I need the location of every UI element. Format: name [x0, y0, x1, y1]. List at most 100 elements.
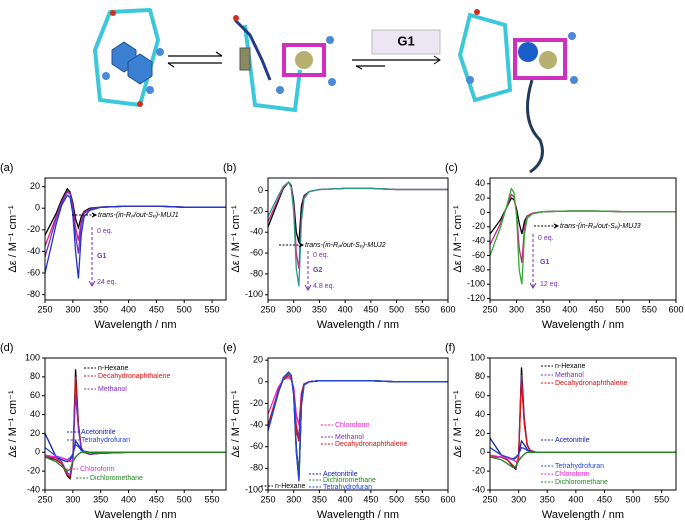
- y-tick-label: -20: [472, 466, 485, 476]
- series-label: Chloroform: [335, 422, 370, 429]
- annotation: trans-(in-Rₚ/out-Sₚ)-MUJ3: [560, 223, 641, 230]
- reagent-label: G1: [397, 33, 414, 48]
- y-tick-label: -20: [250, 206, 263, 216]
- curve: [45, 451, 226, 472]
- x-tick-label: 400: [121, 304, 136, 314]
- y-tick-label: -20: [27, 224, 40, 234]
- curve: [45, 191, 226, 257]
- y-tick-label: -40: [472, 484, 485, 494]
- curve: [490, 451, 676, 469]
- reaction-arrow: G1: [352, 29, 441, 70]
- y-tick-label: 100: [25, 352, 40, 362]
- series-label: Acetonitrile: [81, 429, 116, 436]
- y-tick-label: 0: [480, 447, 485, 457]
- curves: [45, 369, 226, 481]
- x-tick-label: 400: [338, 494, 353, 504]
- arrow-head: [304, 284, 312, 291]
- y-tick-label: -120: [467, 293, 485, 303]
- x-tick-label: 500: [177, 304, 192, 314]
- series-label: Acetonitrile: [323, 471, 358, 478]
- y-tick-label: -40: [250, 419, 263, 429]
- series-label: Decahydronaphthalene: [555, 380, 627, 387]
- y-tick-label: -40: [250, 227, 263, 237]
- x-tick-label: 450: [589, 304, 604, 314]
- x-axis-label: Wavelength / nm: [94, 319, 176, 331]
- y-tick-label: -80: [250, 268, 263, 278]
- panel-label: (c): [445, 162, 458, 174]
- y-tick-label: 40: [30, 409, 40, 419]
- x-tick-label: 600: [440, 494, 455, 504]
- series-label: Chloroform: [555, 471, 590, 478]
- arrow-head: [529, 282, 537, 289]
- series-label: Decahydronaphthalene: [335, 441, 407, 448]
- arrow-head: [91, 212, 98, 218]
- x-tick-label: 550: [205, 494, 220, 504]
- x-axis-label: Wavelength / nm: [542, 509, 624, 520]
- y-tick-label: 80: [475, 371, 485, 381]
- y-tick-label: -20: [250, 398, 263, 408]
- y-tick-label: -80: [472, 264, 485, 274]
- x-tick-label: 350: [93, 304, 108, 314]
- series-label: Chloroform: [80, 466, 115, 473]
- curves: [268, 371, 448, 482]
- plot-frame: [489, 357, 677, 491]
- x-tick-label: 450: [149, 494, 164, 504]
- panel: (e) Wavelength / nm Δε / M⁻¹ cm⁻¹ 250 300 350…: [223, 342, 456, 520]
- series-label: Tetrahydrofuran: [81, 437, 130, 444]
- annotation: trans-(in-Rₚ/out-Sₚ)-MUJ1: [98, 212, 179, 219]
- x-tick-label: 400: [562, 304, 577, 314]
- annotation: G1: [97, 253, 106, 260]
- x-tick-label: 500: [615, 304, 630, 314]
- y-axis-label: Δε / M⁻¹ cm⁻¹: [230, 390, 242, 458]
- x-tick-label: 250: [482, 304, 497, 314]
- panel-label: (a): [0, 162, 13, 174]
- scheme: G1: [93, 8, 578, 174]
- y-tick-label: -80: [27, 289, 40, 299]
- arrow-head: [298, 242, 305, 248]
- annotation: 0 eq.: [313, 252, 329, 259]
- x-tick-label: 550: [205, 304, 220, 314]
- y-tick-label: 20: [253, 355, 263, 365]
- x-tick-label: 450: [149, 304, 164, 314]
- panel: (b) Wavelength / nm Δε / M⁻¹ cm⁻¹ 250 300 350…: [223, 162, 456, 331]
- y-tick-label: -100: [245, 289, 263, 299]
- y-tick-label: -100: [467, 279, 485, 289]
- y-tick-label: 60: [30, 390, 40, 400]
- y-tick-label: -80: [250, 463, 263, 473]
- curves: [268, 181, 448, 287]
- annotation: 12 eq.: [540, 281, 560, 288]
- y-tick-label: -20: [27, 466, 40, 476]
- annotation: 0 eq.: [538, 235, 554, 242]
- y-tick-label: 0: [35, 203, 40, 213]
- curve: [268, 181, 448, 269]
- x-tick-label: 450: [363, 304, 378, 314]
- x-tick-label: 500: [177, 494, 192, 504]
- annotation: 24 eq.: [97, 279, 117, 286]
- y-tick-label: 40: [475, 178, 485, 188]
- curves: [45, 187, 226, 279]
- equilibrium-arrows: [167, 51, 223, 68]
- x-axis-label: Wavelength / nm: [94, 509, 176, 520]
- x-tick-label: 300: [286, 494, 301, 504]
- x-axis-label: Wavelength / nm: [317, 319, 399, 331]
- molecule-middle: [233, 15, 336, 113]
- y-tick-label: 80: [30, 371, 40, 381]
- series-label: Methanol: [335, 434, 364, 441]
- series-label: Methanol: [555, 372, 584, 379]
- x-tick-label: 300: [65, 304, 80, 314]
- x-tick-label: 300: [65, 494, 80, 504]
- plot-frame: [267, 177, 449, 301]
- y-axis-label: Δε / M⁻¹ cm⁻¹: [7, 390, 19, 458]
- x-tick-label: 350: [540, 494, 555, 504]
- y-tick-label: 20: [475, 192, 485, 202]
- curve: [268, 371, 448, 482]
- panel: (c) Wavelength / nm Δε / M⁻¹ cm⁻¹ 250 300 350…: [445, 162, 684, 331]
- y-tick-label: 0: [258, 185, 263, 195]
- y-tick-label: -40: [27, 484, 40, 494]
- x-tick-label: 500: [389, 494, 404, 504]
- x-tick-label: 350: [312, 494, 327, 504]
- series-label: Decahydronaphthalene: [98, 373, 170, 380]
- panel: (f) Wavelength / nm Δε / M⁻¹ cm⁻¹ 250 300 350…: [445, 342, 677, 520]
- x-tick-label: 550: [642, 304, 657, 314]
